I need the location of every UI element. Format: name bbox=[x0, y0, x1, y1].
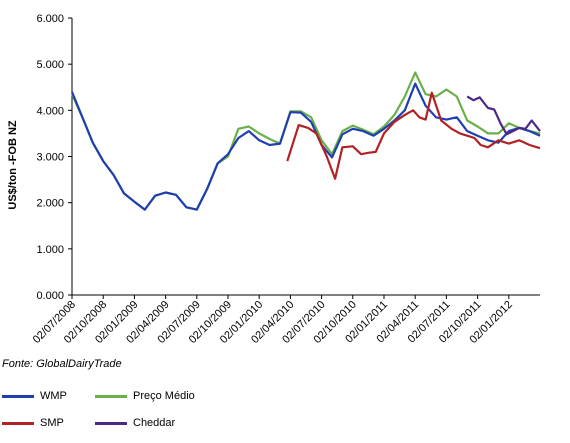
y-axis-label: US$/ton -FOB NZ bbox=[7, 120, 19, 209]
y-tick-label: 0.000 bbox=[36, 290, 64, 302]
legend-swatch bbox=[2, 394, 34, 398]
y-tick-label: 6.000 bbox=[36, 13, 64, 25]
legend-label: WMP bbox=[40, 390, 67, 402]
y-tick-label: 2.000 bbox=[36, 198, 64, 210]
series-line-wmp bbox=[70, 82, 541, 211]
legend-label: Preço Médio bbox=[133, 390, 195, 402]
legend-item-wmp: WMP bbox=[2, 390, 67, 402]
legend-swatch bbox=[95, 394, 127, 398]
legend-item-smp: SMP bbox=[2, 417, 64, 429]
legend-label: Cheddar bbox=[133, 417, 176, 429]
y-tick-label: 3.000 bbox=[36, 152, 64, 164]
series-line-pre-o-m-dio bbox=[70, 71, 541, 211]
line-chart: US$/ton -FOB NZ 0.000 1.000 2.000 3.000 4.00… bbox=[7, 13, 541, 346]
legend-label: SMP bbox=[40, 417, 64, 429]
legend-item-cheddar: Cheddar bbox=[95, 417, 175, 429]
y-tick-label: 1.000 bbox=[36, 244, 64, 256]
series-line-cheddar bbox=[466, 95, 541, 136]
legend-item-preco-medio: Preço Médio bbox=[95, 390, 195, 402]
y-tick-label: 5.000 bbox=[36, 59, 64, 71]
y-tick-label: 4.000 bbox=[36, 105, 64, 117]
source-note: Fonte: GlobalDairyTrade bbox=[2, 358, 122, 370]
series-line-smp bbox=[286, 91, 541, 180]
legend-swatch bbox=[2, 421, 34, 425]
legend-swatch bbox=[95, 421, 127, 425]
